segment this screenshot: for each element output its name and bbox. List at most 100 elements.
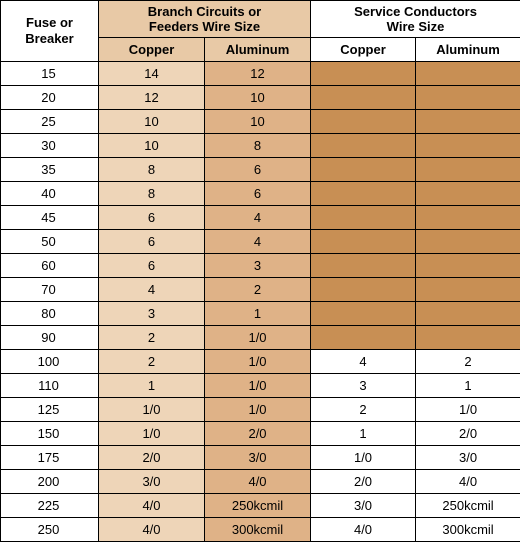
cell-service-aluminum: 2 bbox=[416, 350, 520, 374]
cell-branch-aluminum: 12 bbox=[205, 62, 311, 86]
cell-branch-copper: 4/0 bbox=[99, 518, 205, 542]
cell-service-copper: 1 bbox=[311, 422, 416, 446]
cell-branch-copper: 3 bbox=[99, 302, 205, 326]
header-branch: Branch Circuits orFeeders Wire Size bbox=[99, 1, 311, 38]
table-row: 11011/031 bbox=[1, 374, 520, 398]
header-branch-copper: Copper bbox=[99, 38, 205, 62]
cell-service-aluminum bbox=[416, 182, 520, 206]
table-row: 251010 bbox=[1, 110, 520, 134]
table-row: 2254/0250kcmil3/0250kcmil bbox=[1, 494, 520, 518]
table-row: 201210 bbox=[1, 86, 520, 110]
cell-fuse: 25 bbox=[1, 110, 99, 134]
cell-service-copper: 3 bbox=[311, 374, 416, 398]
cell-branch-aluminum: 10 bbox=[205, 86, 311, 110]
table-row: 6063 bbox=[1, 254, 520, 278]
cell-service-aluminum: 250kcmil bbox=[416, 494, 520, 518]
cell-fuse: 100 bbox=[1, 350, 99, 374]
cell-fuse: 110 bbox=[1, 374, 99, 398]
table-row: 7042 bbox=[1, 278, 520, 302]
header-service: Service ConductorsWire Size bbox=[311, 1, 520, 38]
cell-branch-aluminum: 4 bbox=[205, 206, 311, 230]
header-service-aluminum: Aluminum bbox=[416, 38, 520, 62]
table-row: 4086 bbox=[1, 182, 520, 206]
cell-service-copper bbox=[311, 326, 416, 350]
table-row: 30108 bbox=[1, 134, 520, 158]
cell-branch-aluminum: 6 bbox=[205, 182, 311, 206]
cell-service-copper: 1/0 bbox=[311, 446, 416, 470]
cell-branch-copper: 6 bbox=[99, 230, 205, 254]
cell-service-aluminum bbox=[416, 326, 520, 350]
cell-service-copper bbox=[311, 206, 416, 230]
cell-service-aluminum bbox=[416, 254, 520, 278]
cell-fuse: 15 bbox=[1, 62, 99, 86]
cell-branch-aluminum: 10 bbox=[205, 110, 311, 134]
cell-service-aluminum bbox=[416, 230, 520, 254]
cell-fuse: 80 bbox=[1, 302, 99, 326]
table-row: 2003/04/02/04/0 bbox=[1, 470, 520, 494]
cell-service-copper bbox=[311, 254, 416, 278]
cell-service-copper bbox=[311, 278, 416, 302]
cell-branch-copper: 1 bbox=[99, 374, 205, 398]
cell-service-copper bbox=[311, 86, 416, 110]
cell-fuse: 40 bbox=[1, 182, 99, 206]
table-body: 1514122012102510103010835864086456450646… bbox=[1, 62, 520, 542]
cell-branch-aluminum: 3 bbox=[205, 254, 311, 278]
cell-branch-copper: 1/0 bbox=[99, 422, 205, 446]
header-fuse: Fuse orBreaker bbox=[1, 1, 99, 62]
cell-service-copper bbox=[311, 134, 416, 158]
cell-branch-copper: 12 bbox=[99, 86, 205, 110]
cell-branch-copper: 10 bbox=[99, 134, 205, 158]
cell-service-copper: 2/0 bbox=[311, 470, 416, 494]
cell-service-copper: 4/0 bbox=[311, 518, 416, 542]
cell-branch-aluminum: 4/0 bbox=[205, 470, 311, 494]
cell-service-aluminum: 1/0 bbox=[416, 398, 520, 422]
cell-service-copper bbox=[311, 302, 416, 326]
cell-fuse: 175 bbox=[1, 446, 99, 470]
cell-branch-copper: 2 bbox=[99, 326, 205, 350]
table-row: 9021/0 bbox=[1, 326, 520, 350]
cell-fuse: 30 bbox=[1, 134, 99, 158]
table-row: 1501/02/012/0 bbox=[1, 422, 520, 446]
cell-branch-aluminum: 6 bbox=[205, 158, 311, 182]
cell-service-aluminum: 1 bbox=[416, 374, 520, 398]
cell-service-aluminum bbox=[416, 278, 520, 302]
cell-service-copper bbox=[311, 62, 416, 86]
cell-fuse: 50 bbox=[1, 230, 99, 254]
cell-branch-aluminum: 2 bbox=[205, 278, 311, 302]
cell-service-copper: 2 bbox=[311, 398, 416, 422]
cell-branch-copper: 3/0 bbox=[99, 470, 205, 494]
cell-branch-copper: 14 bbox=[99, 62, 205, 86]
cell-branch-aluminum: 250kcmil bbox=[205, 494, 311, 518]
cell-branch-aluminum: 1/0 bbox=[205, 398, 311, 422]
cell-branch-copper: 2 bbox=[99, 350, 205, 374]
cell-branch-copper: 4 bbox=[99, 278, 205, 302]
table-row: 3586 bbox=[1, 158, 520, 182]
cell-fuse: 250 bbox=[1, 518, 99, 542]
cell-service-aluminum bbox=[416, 206, 520, 230]
cell-branch-copper: 8 bbox=[99, 158, 205, 182]
table-row: 4564 bbox=[1, 206, 520, 230]
cell-service-copper: 3/0 bbox=[311, 494, 416, 518]
cell-branch-copper: 8 bbox=[99, 182, 205, 206]
cell-branch-copper: 1/0 bbox=[99, 398, 205, 422]
cell-fuse: 150 bbox=[1, 422, 99, 446]
cell-service-aluminum: 300kcmil bbox=[416, 518, 520, 542]
table-row: 1752/03/01/03/0 bbox=[1, 446, 520, 470]
cell-fuse: 20 bbox=[1, 86, 99, 110]
wire-size-table: Fuse orBreaker Branch Circuits orFeeders… bbox=[0, 0, 520, 542]
header-service-copper: Copper bbox=[311, 38, 416, 62]
cell-branch-aluminum: 8 bbox=[205, 134, 311, 158]
cell-service-copper bbox=[311, 158, 416, 182]
cell-service-copper bbox=[311, 110, 416, 134]
cell-fuse: 60 bbox=[1, 254, 99, 278]
cell-branch-aluminum: 300kcmil bbox=[205, 518, 311, 542]
cell-fuse: 90 bbox=[1, 326, 99, 350]
cell-service-aluminum bbox=[416, 62, 520, 86]
cell-branch-copper: 6 bbox=[99, 206, 205, 230]
cell-branch-copper: 10 bbox=[99, 110, 205, 134]
cell-fuse: 35 bbox=[1, 158, 99, 182]
cell-service-aluminum bbox=[416, 110, 520, 134]
cell-service-aluminum: 3/0 bbox=[416, 446, 520, 470]
cell-fuse: 70 bbox=[1, 278, 99, 302]
cell-service-aluminum: 2/0 bbox=[416, 422, 520, 446]
